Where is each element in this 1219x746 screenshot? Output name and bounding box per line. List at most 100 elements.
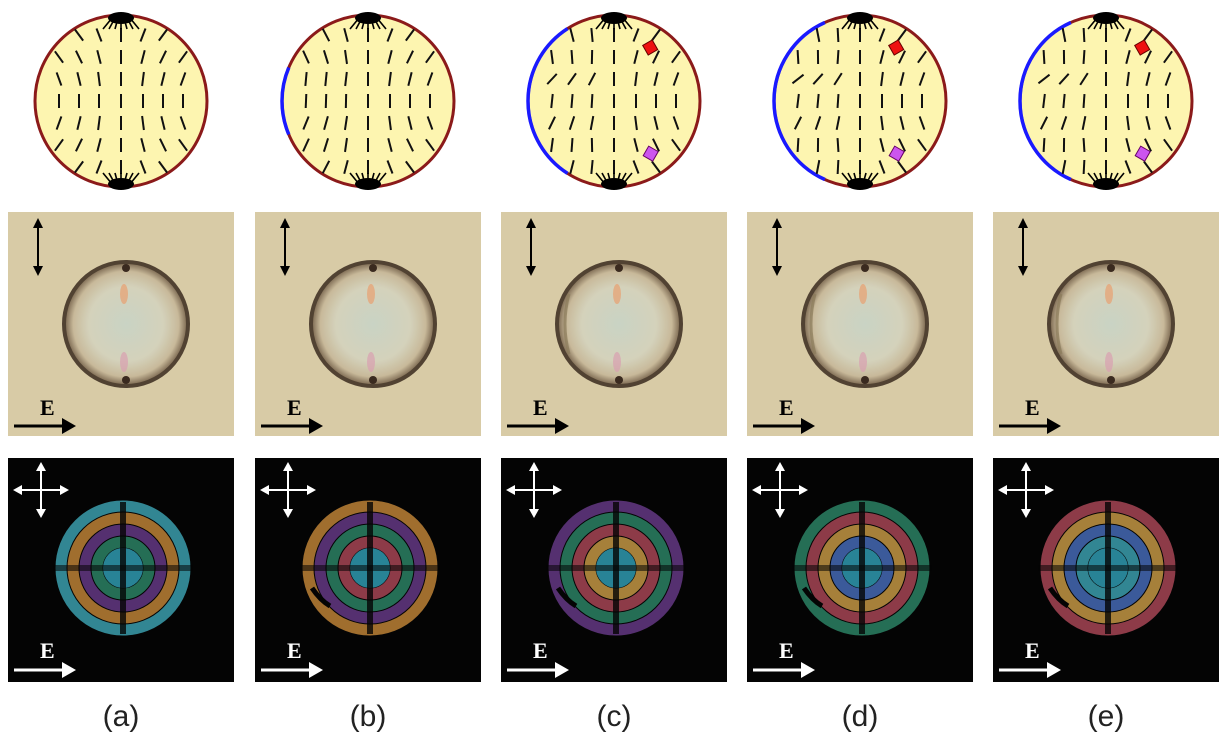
director-line	[569, 159, 575, 175]
director-line	[1042, 93, 1046, 109]
field-arrow-icon	[14, 418, 76, 434]
extinction-brush	[120, 502, 126, 634]
director-line	[302, 116, 310, 130]
director-line	[569, 27, 575, 43]
boojum-defect	[102, 12, 140, 30]
director-line	[302, 50, 310, 64]
director-line	[407, 71, 413, 87]
director-line	[96, 137, 102, 153]
director-line	[812, 73, 824, 85]
director-line	[1042, 137, 1046, 153]
director-line	[54, 50, 64, 64]
director-line	[55, 116, 63, 130]
crossed-polarizers-icon	[506, 462, 562, 518]
field-label: E	[40, 638, 55, 663]
director-line	[178, 50, 188, 64]
interface-line	[1055, 293, 1063, 355]
droplet	[309, 260, 437, 388]
director-line	[159, 138, 167, 152]
director-line	[634, 71, 638, 87]
boojum-defect	[349, 12, 387, 30]
polarizer-arrow-icon	[526, 218, 536, 276]
pole-dark	[1107, 376, 1115, 384]
director-line	[917, 138, 927, 152]
surface-defect-red	[888, 39, 905, 56]
birefringence-spot	[859, 284, 867, 304]
director-line	[550, 49, 554, 65]
micrograph-crossed-polarizers: E	[8, 458, 234, 682]
extinction-brush	[613, 502, 619, 634]
surface-defect-violet	[642, 145, 659, 162]
director-line	[878, 160, 886, 174]
micrograph-parallel-polarizer: E	[747, 212, 973, 436]
droplet	[1047, 260, 1175, 388]
director-line	[1126, 71, 1130, 87]
director-line	[1125, 49, 1131, 65]
interface-line	[801, 586, 824, 609]
pole-dark	[369, 376, 377, 384]
director-line	[879, 49, 885, 65]
field-label: E	[779, 638, 794, 663]
director-line	[651, 160, 661, 174]
director-diagram	[1018, 12, 1194, 190]
director-line	[386, 28, 394, 42]
field-label: E	[779, 395, 794, 420]
director-line	[589, 115, 595, 131]
director-line	[55, 72, 63, 86]
director-line	[633, 137, 639, 153]
micrograph-parallel-polarizer: E	[8, 212, 234, 436]
director-line	[1145, 71, 1151, 87]
surface-defect-red	[1134, 39, 1151, 56]
director-line	[1061, 159, 1067, 175]
director-line	[816, 93, 820, 109]
birefringence-spot	[613, 284, 621, 304]
director-line	[815, 27, 821, 43]
crossed-polarizers-icon	[13, 462, 69, 518]
director-line	[1082, 137, 1086, 153]
director-line	[835, 115, 841, 131]
director-line	[878, 28, 886, 42]
director-line	[75, 50, 83, 64]
director-line	[139, 160, 147, 174]
boojum-defect	[595, 12, 633, 30]
director-line	[633, 49, 639, 65]
surface-defect-red	[642, 39, 659, 56]
director-line	[899, 71, 905, 87]
director-line	[160, 71, 166, 87]
pole-dark	[861, 376, 869, 384]
director-line	[425, 50, 435, 64]
director-line	[140, 49, 146, 65]
director-line	[1144, 138, 1152, 152]
director-line	[917, 50, 927, 64]
polarizer-arrow-icon	[33, 218, 43, 276]
director-line	[1164, 72, 1172, 86]
director-line	[1143, 28, 1153, 42]
director-line	[836, 27, 840, 43]
director-line	[879, 137, 885, 153]
birefringence-spot	[120, 284, 128, 304]
director-line	[74, 28, 84, 42]
director-line	[587, 72, 597, 86]
director-line	[672, 72, 680, 86]
director-line	[880, 71, 884, 87]
surface-defect-violet	[888, 145, 905, 162]
director-line	[1164, 116, 1172, 130]
director-line	[632, 160, 640, 174]
director-line	[75, 138, 83, 152]
director-line	[1163, 50, 1173, 64]
polarizer-arrow-icon	[280, 218, 290, 276]
director-line	[321, 160, 331, 174]
director-lines	[546, 27, 681, 175]
field-arrow-icon	[999, 418, 1061, 434]
director-line	[160, 115, 166, 131]
director-lines	[791, 27, 927, 175]
boojum-defect	[349, 172, 387, 190]
director-line	[76, 71, 82, 87]
director-line	[836, 159, 840, 175]
director-line	[97, 71, 101, 87]
director-line	[1037, 73, 1051, 85]
director-lines	[54, 28, 188, 174]
interface-line	[563, 293, 571, 355]
director-line	[567, 72, 577, 86]
director-line	[344, 49, 348, 65]
